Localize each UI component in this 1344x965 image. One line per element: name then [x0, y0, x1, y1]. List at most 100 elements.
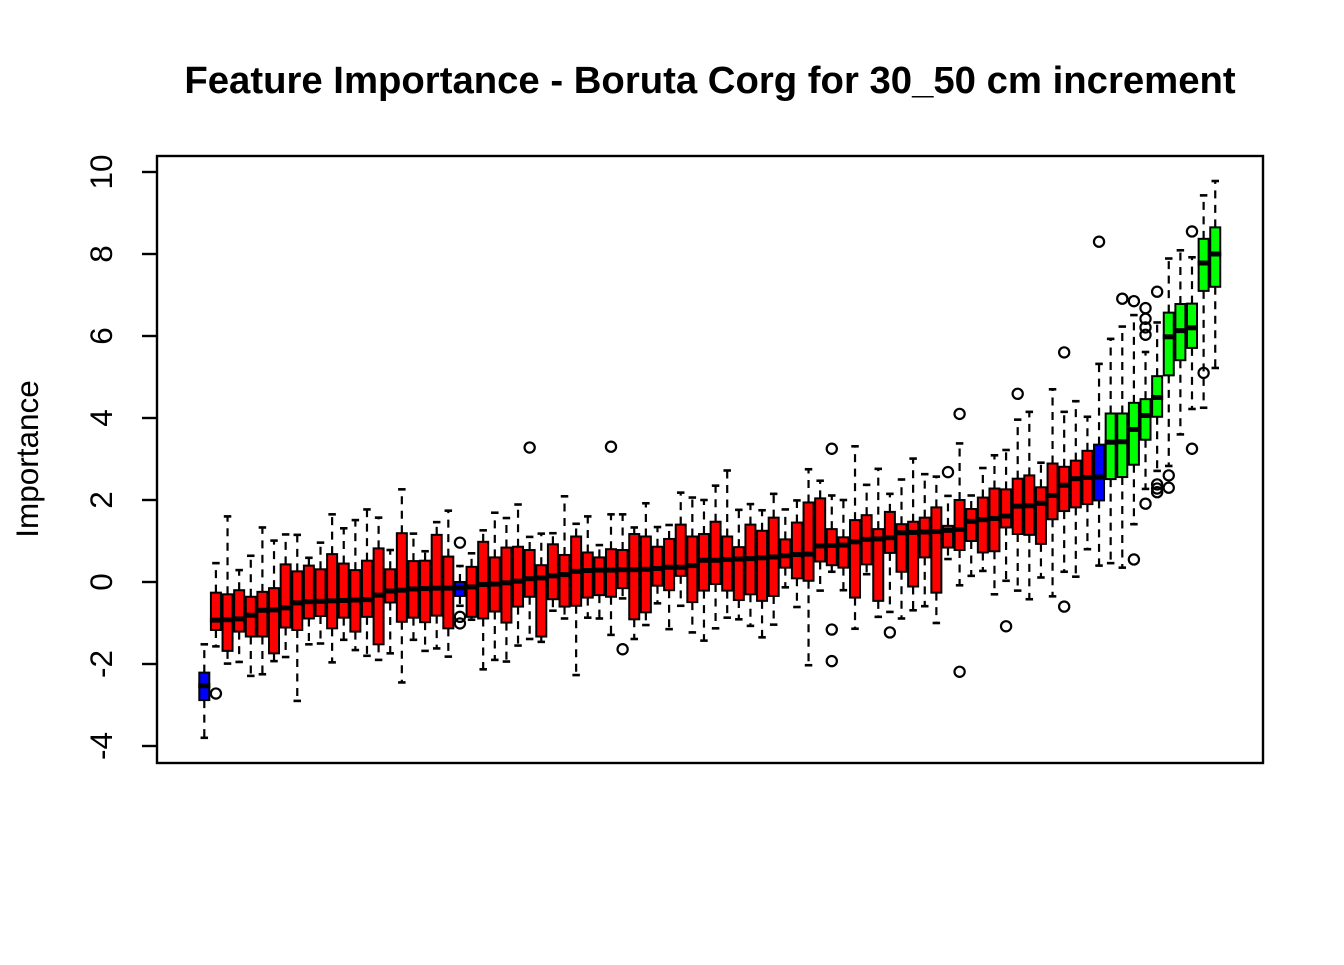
median-line	[546, 573, 559, 579]
median-line	[1139, 413, 1152, 419]
box-iqr	[593, 556, 606, 597]
box-iqr	[1058, 465, 1071, 513]
median-line	[674, 564, 687, 570]
median-line	[1174, 328, 1187, 334]
median-line	[384, 588, 397, 594]
box-iqr	[895, 523, 908, 573]
boxplot-box-53	[802, 467, 815, 667]
boxplot-box-17	[384, 548, 397, 655]
median-line	[337, 597, 350, 603]
median-line	[953, 527, 966, 533]
box-iqr	[581, 551, 594, 599]
outlier-point	[883, 626, 897, 639]
boxplot-box-40	[651, 525, 664, 605]
median-line	[1081, 474, 1094, 480]
boxplot-box-34	[581, 515, 594, 619]
y-tick-label: 6	[83, 327, 119, 345]
median-line	[1209, 251, 1222, 257]
boxplot-box-76	[1069, 399, 1082, 578]
median-line	[233, 616, 246, 622]
boxplot-box-22	[442, 509, 455, 658]
boxplot-box-80	[1116, 292, 1129, 569]
boxplot-box-55	[825, 442, 838, 668]
outlier-point	[453, 617, 467, 630]
boxplot-box-3	[221, 515, 234, 665]
outlier-point	[453, 610, 467, 624]
boxplot-box-72	[1023, 410, 1036, 601]
y-tick-label: -2	[83, 650, 119, 678]
median-line	[860, 536, 873, 542]
median-line	[407, 586, 420, 592]
outlier-point	[1139, 321, 1152, 334]
boxplot-box-61	[895, 478, 908, 620]
box-iqr	[732, 546, 745, 602]
outlier-point	[1197, 366, 1210, 380]
median-line	[302, 599, 315, 605]
box-iqr	[790, 521, 803, 580]
box-iqr	[1139, 398, 1152, 441]
outlier-point	[1092, 235, 1106, 248]
boxplot-box-65	[941, 465, 955, 561]
box-iqr	[384, 568, 397, 604]
box-iqr	[1127, 401, 1140, 466]
outlier-point	[453, 536, 467, 549]
boxplot-box-24	[465, 551, 478, 622]
boxplot-box-15	[360, 508, 373, 658]
box-iqr	[756, 529, 769, 602]
median-line	[825, 543, 838, 549]
boxplot-box-78	[1092, 235, 1106, 567]
box-iqr	[523, 549, 536, 598]
outlier-point	[941, 465, 955, 479]
boxplot-box-36	[604, 440, 618, 637]
box-iqr	[802, 501, 815, 582]
box-iqr	[1162, 311, 1175, 377]
boxplot-box-88	[1209, 179, 1222, 370]
median-line	[581, 568, 594, 574]
box-iqr	[419, 559, 432, 624]
boxplot-box-20	[419, 549, 432, 653]
boxplot-box-79	[1104, 337, 1117, 565]
box-iqr	[395, 532, 408, 623]
median-line	[686, 563, 699, 569]
y-tick-label: -4	[83, 732, 119, 760]
y-tick-label: 0	[83, 573, 119, 591]
outlier-point	[1057, 600, 1071, 613]
boxplot-box-52	[790, 499, 803, 609]
boxplot-box-21	[430, 520, 443, 650]
boxplot-box-60	[883, 492, 897, 639]
boxplot-box-30	[535, 532, 548, 644]
median-line	[1093, 474, 1106, 480]
box-iqr	[326, 553, 339, 630]
y-axis-label: Importance	[9, 380, 45, 538]
box-iqr	[872, 528, 885, 602]
median-line	[1151, 395, 1164, 400]
median-line	[639, 566, 652, 572]
box-iqr	[430, 533, 443, 617]
median-line	[930, 529, 943, 535]
median-line	[198, 683, 211, 689]
box-iqr	[442, 555, 455, 630]
boxplot-box-47	[732, 508, 745, 621]
boxplot-box-9	[291, 533, 304, 703]
median-line	[593, 567, 606, 573]
y-tick-label: 8	[83, 245, 119, 263]
median-line	[1104, 439, 1117, 445]
median-line	[488, 581, 501, 587]
median-line	[1127, 426, 1140, 432]
boxplot-box-58	[860, 483, 873, 576]
box-iqr	[907, 520, 920, 588]
boxplot-series	[198, 179, 1222, 740]
boxplot-box-25	[477, 529, 490, 671]
boxplot-box-59	[872, 467, 885, 619]
median-line	[941, 527, 954, 533]
box-iqr	[546, 543, 559, 601]
boxplot-box-14	[349, 518, 362, 652]
outlier-point	[1127, 553, 1141, 566]
box-iqr	[721, 535, 734, 592]
median-line	[756, 555, 769, 561]
median-line	[976, 517, 989, 523]
median-line	[616, 567, 629, 573]
median-line	[326, 598, 339, 604]
outlier-point	[1150, 285, 1164, 298]
box-iqr	[709, 520, 722, 586]
